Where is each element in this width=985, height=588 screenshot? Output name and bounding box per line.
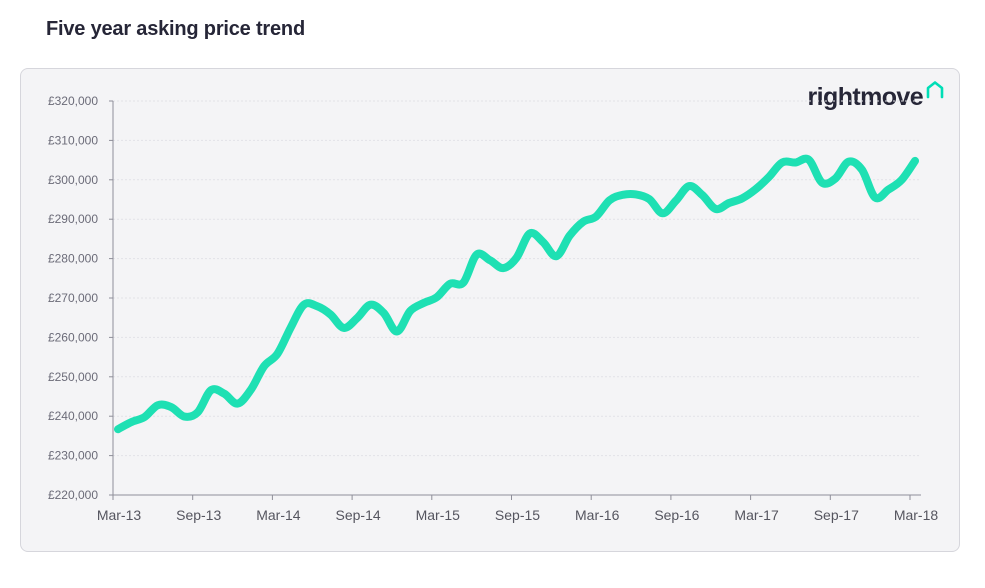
y-tick-label: £320,000	[48, 94, 98, 108]
x-tick-label: Sep-15	[495, 507, 540, 523]
y-tick-label: £280,000	[48, 252, 98, 266]
y-tick-label: £240,000	[48, 409, 98, 423]
y-tick-label: £300,000	[48, 173, 98, 187]
y-axis-ticks: £220,000 £230,000 £240,000 £250,000 £260,000…	[48, 94, 113, 502]
house-icon	[925, 80, 945, 105]
y-tick-label: £230,000	[48, 449, 98, 463]
series-line	[114, 154, 919, 434]
brand-name: rightmove	[807, 83, 924, 111]
y-tick-label: £220,000	[48, 488, 98, 502]
x-tick-label: Mar-13	[97, 507, 142, 523]
x-tick-label: Mar-18	[894, 507, 939, 523]
x-tick-label: Mar-14	[256, 507, 301, 523]
y-tick-label: £260,000	[48, 330, 98, 344]
x-tick-label: Mar-16	[575, 507, 620, 523]
x-tick-label: Mar-15	[416, 507, 461, 523]
chart-panel: rightmove	[20, 68, 960, 552]
y-tick-label: £270,000	[48, 291, 98, 305]
y-tick-label: £250,000	[48, 370, 98, 384]
y-tick-label: £310,000	[48, 133, 98, 147]
x-tick-label: Sep-13	[176, 507, 221, 523]
brand-logo: rightmove	[807, 80, 945, 112]
series-group	[114, 154, 919, 434]
x-tick-label: Sep-16	[654, 507, 699, 523]
y-tick-label: £290,000	[48, 212, 98, 226]
x-tick-label: Sep-14	[336, 507, 381, 523]
page-title: Five year asking price trend	[46, 18, 305, 40]
x-tick-label: Sep-17	[814, 507, 859, 523]
x-axis-ticks: Mar-13 Sep-13 Mar-14 Sep-14 Mar-15 Sep-15 Mar-…	[97, 495, 939, 523]
x-tick-label: Mar-17	[734, 507, 779, 523]
